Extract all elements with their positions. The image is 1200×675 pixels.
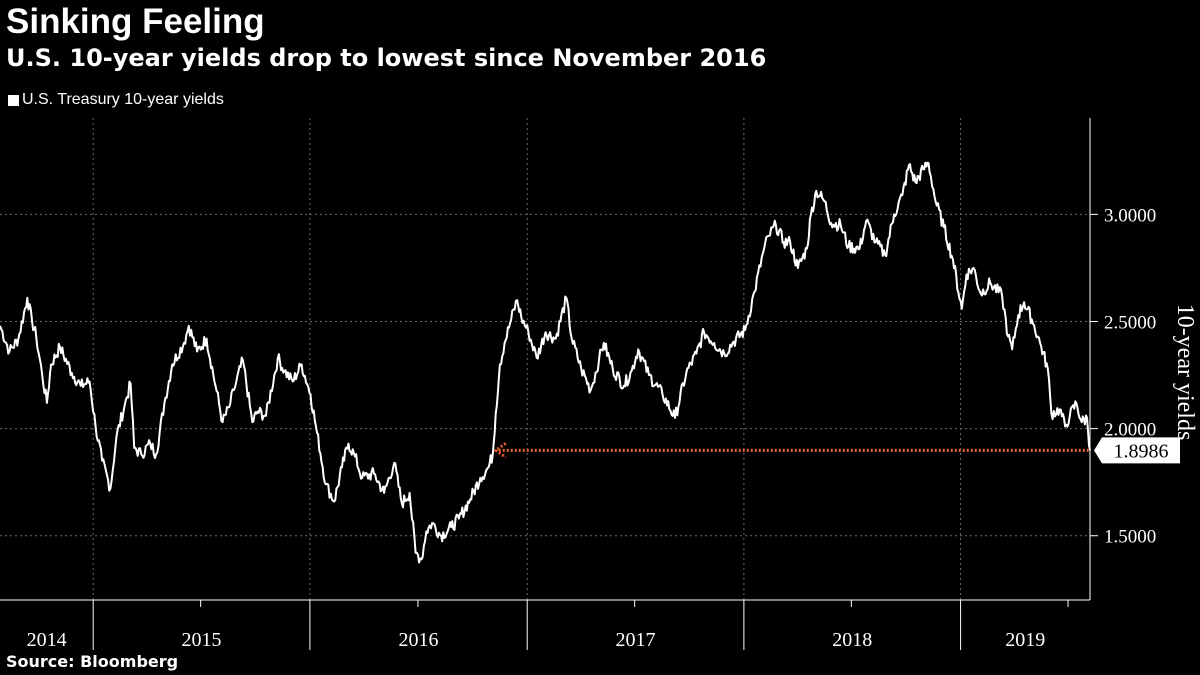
x-tick-label: 2014	[27, 629, 67, 651]
y-axis-label: 10-year yields	[1172, 304, 1198, 441]
last-value-label: 1.8986	[1114, 440, 1169, 462]
x-axis: 2014 2015 2016 2017 2018 2019	[0, 599, 1090, 651]
y-tick-label: 3.0000	[1104, 205, 1156, 226]
x-tick-label: 2015	[182, 629, 222, 651]
chart-subtitle: U.S. 10-year yields drop to lowest since…	[6, 44, 767, 72]
x-tick-label: 2017	[616, 629, 656, 651]
series-line	[0, 161, 1091, 564]
y-tick-label: 2.5000	[1104, 313, 1156, 334]
y-axis: 1.5000 2.0000 2.5000 3.0000	[1089, 118, 1156, 600]
source-note: Source: Bloomberg	[6, 652, 179, 671]
series-marks: 1.8986	[0, 161, 1180, 564]
x-tick-label: 2019	[1005, 629, 1045, 651]
y-tick-label: 1.5000	[1104, 527, 1156, 548]
legend-label: U.S. Treasury 10-year yields	[22, 91, 224, 108]
last-value-box	[1094, 437, 1180, 464]
reference-arrowhead	[493, 442, 507, 459]
x-tick-label: 2016	[399, 629, 439, 651]
legend-swatch	[8, 94, 19, 106]
y-tick-label: 2.0000	[1104, 420, 1156, 441]
chart-title: Sinking Feeling	[6, 2, 265, 41]
legend: U.S. Treasury 10-year yields	[8, 91, 224, 109]
gridlines	[0, 118, 1090, 600]
x-tick-label: 2018	[832, 629, 872, 651]
